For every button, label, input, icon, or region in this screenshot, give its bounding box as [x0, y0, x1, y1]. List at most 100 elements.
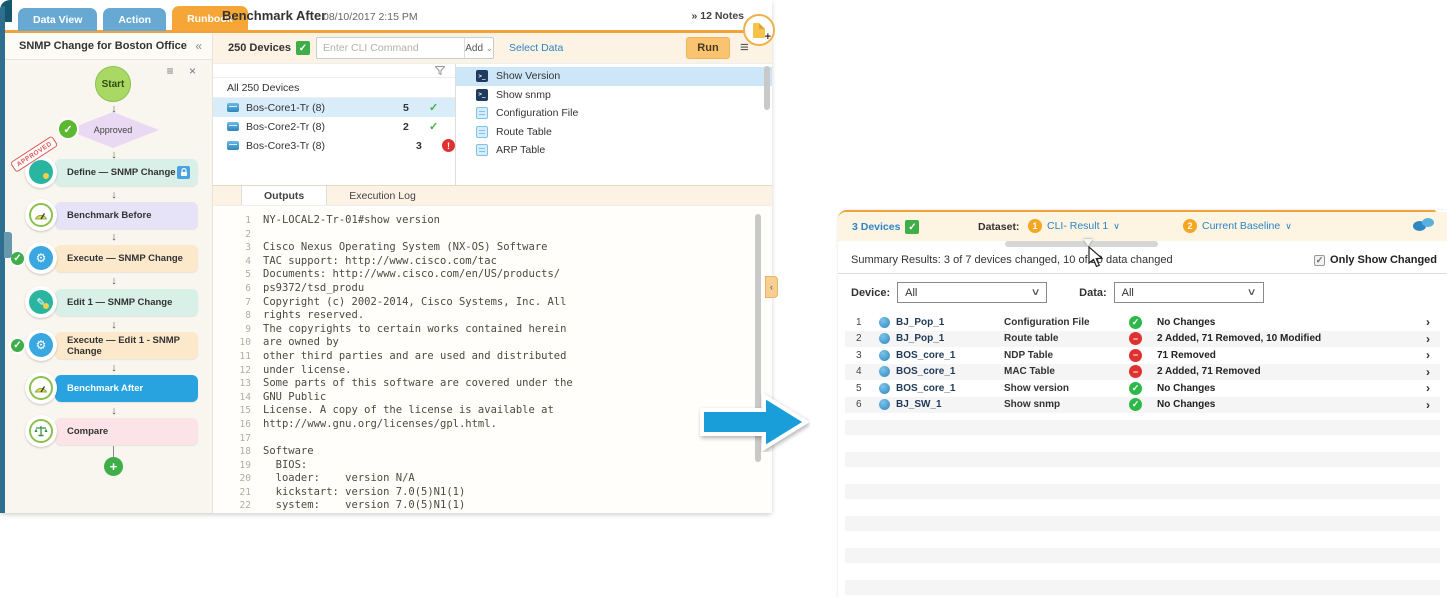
edit-icon: ✎	[25, 286, 57, 318]
chevron-right-icon[interactable]: ›	[1426, 364, 1430, 379]
flow-node-approved[interactable]: Approved	[67, 112, 159, 148]
all-devices-row[interactable]: All 250 Devices	[213, 78, 455, 98]
flow-step-benchmark-before[interactable]: Benchmark Before	[25, 199, 198, 231]
dataset2-dropdown[interactable]: 2 Current Baseline ∨	[1183, 219, 1292, 233]
add-note-button[interactable]: +	[743, 14, 775, 46]
table-row[interactable]: 3 BOS_core_1 NDP Table − 71 Removed ›	[845, 347, 1440, 364]
hamburger-menu-icon[interactable]: ≡	[740, 39, 749, 56]
app-window: Data View Action Runbook Benchmark After…	[0, 0, 778, 513]
success-check-icon: ✓	[429, 102, 439, 114]
data-list-scrollbar[interactable]	[764, 66, 770, 110]
no-change-icon: ✓	[1129, 381, 1142, 395]
slider-handle-icon[interactable]	[1083, 239, 1093, 246]
flow-arrow: ↓	[111, 231, 117, 243]
mouse-cursor	[1088, 246, 1104, 268]
flow-step-execute[interactable]: ✓ ⚙ Execute — SNMP Change	[9, 242, 198, 274]
thumbs-up-icon: ✓	[57, 118, 79, 140]
data-filter-select[interactable]: All ∨	[1113, 282, 1264, 303]
dataset1-dropdown[interactable]: 1 CLI- Result 1 ∨	[1028, 219, 1120, 233]
output-tabs: Outputs Execution Log	[213, 185, 772, 206]
dataset-slider[interactable]	[1005, 239, 1158, 247]
table-row[interactable]: 5 BOS_core_1 Show version ✓ No Changes ›	[845, 380, 1440, 397]
tab-data-view[interactable]: Data View	[18, 8, 98, 31]
flow-step-compare[interactable]: Compare	[25, 415, 198, 447]
edge-mini-tab[interactable]	[4, 232, 12, 258]
device-data-lists: All 250 Devices Bos-Core1-Tr (8) 5 ✓ Bos…	[213, 63, 772, 185]
empty-rows	[845, 420, 1440, 598]
empty-row-placeholder	[845, 516, 1440, 531]
run-button[interactable]: Run	[686, 37, 730, 59]
execute-gear-icon: ⚙	[25, 242, 57, 274]
note-page-icon	[753, 22, 765, 38]
chevron-down-icon: ∨	[1246, 287, 1258, 298]
devices-selected-check-icon[interactable]: ✓	[905, 220, 920, 234]
chevron-right-icon[interactable]: ›	[1426, 315, 1430, 330]
collapse-sidebar-icon[interactable]: «	[195, 39, 202, 53]
tab-outputs[interactable]: Outputs	[241, 186, 328, 206]
add-command-button[interactable]: Add ⌄	[464, 38, 493, 58]
data-type-list: >_ Show Version >_ Show snmp Configurati…	[456, 64, 772, 185]
success-check-icon: ✓	[429, 121, 439, 133]
device-filter-select[interactable]: All ∨	[897, 282, 1048, 303]
chevron-right-icon[interactable]: ›	[1426, 381, 1430, 396]
filter-funnel-icon[interactable]	[435, 66, 445, 75]
flow-step-define[interactable]: Define — SNMP Change	[25, 156, 198, 188]
runbook-header: SNMP Change for Boston Office «	[5, 33, 212, 60]
data-item[interactable]: Configuration File	[456, 104, 772, 123]
cli-command-field: Add⌄	[316, 37, 494, 59]
add-step-button[interactable]: +	[104, 457, 123, 476]
data-item[interactable]: ARP Table	[456, 141, 772, 160]
flow-arrow: ↓	[111, 189, 117, 201]
flow-step-edit[interactable]: ✎ Edit 1 — SNMP Change	[25, 286, 198, 318]
flow-step-execute-edit[interactable]: ✓ ⚙ Execute — Edit 1 - SNMP Change	[9, 329, 198, 361]
result-filters: Device: All ∨ Data: All ∨	[851, 282, 1264, 303]
dataset1-number-badge: 1	[1028, 219, 1042, 233]
flow-node-start[interactable]: Start	[95, 66, 131, 102]
tab-runbook[interactable]: Runbook	[172, 6, 248, 31]
data-item[interactable]: Route Table	[456, 123, 772, 142]
empty-row-placeholder	[845, 484, 1440, 499]
compare-clouds-icon[interactable]	[1413, 218, 1435, 233]
device-icon	[879, 316, 890, 328]
checkbox-checked-icon[interactable]: ✓	[1314, 254, 1326, 266]
flow-step-benchmark-after[interactable]: Benchmark After	[25, 372, 198, 404]
chevron-right-icon[interactable]: ›	[1426, 348, 1430, 363]
flow-arrow: ↓	[111, 103, 117, 115]
table-row[interactable]: 2 BJ_Pop_1 Route table − 2 Added, 71 Rem…	[845, 330, 1440, 347]
notes-link[interactable]: » 12 Notes	[691, 10, 744, 22]
only-show-changed-toggle[interactable]: ✓ Only Show Changed	[1314, 254, 1437, 266]
chevron-right-icon[interactable]: ›	[1426, 397, 1430, 412]
compare-scales-icon	[25, 415, 57, 447]
chevron-down-icon: ∨	[1113, 220, 1120, 231]
select-data-link[interactable]: Select Data	[509, 42, 564, 54]
terminal-icon: >_	[476, 88, 488, 101]
device-row[interactable]: Bos-Core3-Tr (8) 3 !	[213, 136, 455, 155]
table-icon	[476, 144, 488, 157]
device-row[interactable]: Bos-Core2-Tr (8) 2 ✓	[213, 117, 455, 136]
tab-execution-log[interactable]: Execution Log	[349, 190, 416, 202]
no-change-icon: ✓	[1129, 398, 1142, 412]
cli-command-input[interactable]	[317, 38, 464, 58]
output-scrollbar[interactable]	[755, 214, 761, 462]
tab-action[interactable]: Action	[103, 8, 167, 31]
flow-toolbar[interactable]: ≡ ×	[166, 64, 202, 78]
table-row[interactable]: 6 BJ_SW_1 Show snmp ✓ No Changes ›	[845, 396, 1440, 413]
runbook-title: SNMP Change for Boston Office	[19, 40, 187, 52]
data-item[interactable]: >_ Show Version	[456, 67, 772, 86]
results-table: 1 BJ_Pop_1 Configuration File ✓ No Chang…	[845, 314, 1440, 413]
no-change-icon: ✓	[1129, 315, 1142, 329]
chevron-right-icon[interactable]: ›	[1426, 331, 1430, 346]
devices-selected-check-icon[interactable]: ✓	[296, 41, 310, 55]
router-icon	[227, 141, 239, 150]
terminal-icon: >_	[476, 70, 488, 83]
transition-arrow	[698, 392, 810, 452]
flow-arrow: ↓	[111, 149, 117, 161]
window-edge-strip	[0, 6, 5, 513]
data-item[interactable]: >_ Show snmp	[456, 86, 772, 105]
collapse-panel-tab[interactable]: ‹	[765, 276, 778, 298]
table-row[interactable]: 4 BOS_core_1 MAC Table − 2 Added, 71 Rem…	[845, 363, 1440, 380]
summary-text: Summary Results: 3 of 7 devices changed,…	[851, 254, 1173, 266]
results-device-count: 3 Devices ✓	[852, 220, 920, 234]
device-row[interactable]: Bos-Core1-Tr (8) 5 ✓	[213, 98, 455, 117]
table-row[interactable]: 1 BJ_Pop_1 Configuration File ✓ No Chang…	[845, 314, 1440, 331]
